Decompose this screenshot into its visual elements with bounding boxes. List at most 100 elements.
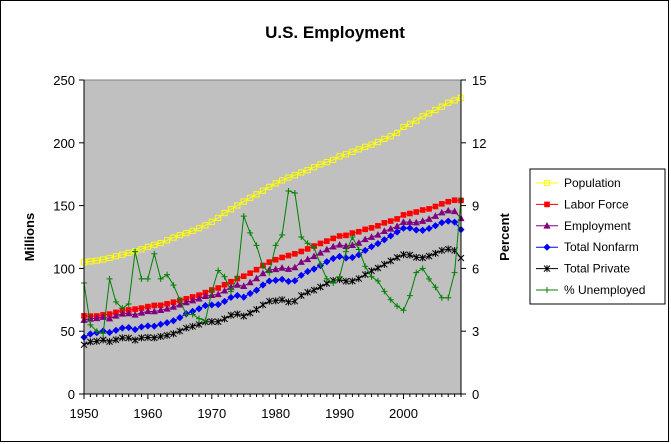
data-point-total-private xyxy=(374,264,382,272)
data-point-total-nonfarm xyxy=(419,226,427,234)
data-point-employment xyxy=(335,240,344,248)
data-point-total-private xyxy=(182,324,190,332)
data-point-total-private xyxy=(118,334,126,342)
legend-box xyxy=(529,168,666,305)
data-point-pct-unemployed xyxy=(183,311,190,318)
data-point-total-private xyxy=(87,338,94,346)
data-point-pct-unemployed xyxy=(119,305,126,312)
data-point-pct-unemployed xyxy=(406,292,413,299)
data-point-population xyxy=(240,198,247,205)
data-point-total-private xyxy=(412,253,420,261)
data-point-population xyxy=(438,103,445,110)
data-point-pct-unemployed xyxy=(279,231,286,238)
data-point-total-nonfarm xyxy=(150,322,158,330)
data-point-pct-unemployed xyxy=(368,273,375,280)
data-point-labor-force xyxy=(400,212,407,218)
data-point-population xyxy=(215,214,222,222)
data-point-pct-unemployed xyxy=(189,311,196,318)
data-point-population xyxy=(106,254,113,262)
data-point-total-private xyxy=(112,336,120,344)
data-point-employment xyxy=(419,217,427,224)
plot-area xyxy=(83,79,462,395)
data-point-total-nonfarm xyxy=(131,325,139,334)
data-point-pct-unemployed xyxy=(247,229,254,236)
series-employment xyxy=(80,206,465,323)
x-tick-label: 1990 xyxy=(325,406,354,421)
data-point-total-private xyxy=(278,296,286,304)
data-point-employment xyxy=(169,303,178,310)
data-point-population xyxy=(157,239,164,247)
data-point-population xyxy=(144,243,151,250)
data-point-total-nonfarm xyxy=(387,232,395,240)
data-point-population xyxy=(176,232,183,239)
data-point-population xyxy=(374,138,382,146)
data-point-labor-force xyxy=(362,226,368,233)
data-point-employment xyxy=(431,212,440,219)
data-point-total-nonfarm xyxy=(425,224,433,233)
data-point-population xyxy=(163,237,171,244)
data-point-labor-force xyxy=(285,252,292,259)
data-point-total-nonfarm xyxy=(118,324,126,332)
data-point-employment xyxy=(157,306,165,314)
series-layer xyxy=(80,94,465,349)
data-point-pct-unemployed xyxy=(100,330,107,337)
axes-layer: 0 50 100 150 200 250 0 3 6 9 12 15 1950 1960 1970 1980 1… xyxy=(53,73,486,421)
data-point-employment xyxy=(118,310,126,317)
data-point-total-private xyxy=(297,292,305,300)
data-point-employment xyxy=(451,207,459,215)
data-point-employment xyxy=(367,233,376,240)
data-point-pct-unemployed xyxy=(374,277,381,284)
data-point-population xyxy=(202,222,209,229)
data-point-total-nonfarm xyxy=(259,281,267,289)
data-point-employment xyxy=(208,291,216,298)
data-point-total-nonfarm xyxy=(342,254,350,262)
data-point-labor-force xyxy=(381,220,388,226)
data-point-pct-unemployed xyxy=(438,294,445,301)
data-point-total-nonfarm xyxy=(208,301,216,309)
data-point-employment xyxy=(144,307,152,315)
data-point-pct-unemployed xyxy=(317,261,324,268)
legend-label: Employment xyxy=(564,219,631,233)
data-point-total-nonfarm xyxy=(169,317,178,325)
data-point-employment xyxy=(195,294,203,302)
data-point-labor-force xyxy=(419,207,426,213)
data-point-total-nonfarm xyxy=(246,289,254,298)
data-point-pct-unemployed xyxy=(259,263,266,270)
y-tick-label-right: 3 xyxy=(472,324,479,339)
data-point-employment xyxy=(125,309,133,317)
data-point-labor-force xyxy=(426,206,432,212)
data-point-pct-unemployed xyxy=(157,275,164,282)
data-point-total-private xyxy=(163,331,171,339)
data-point-total-private xyxy=(240,312,248,320)
data-point-total-nonfarm xyxy=(105,328,114,337)
data-point-pct-unemployed xyxy=(138,275,145,282)
data-point-employment xyxy=(182,298,190,306)
data-point-employment xyxy=(163,305,171,312)
data-point-population xyxy=(394,129,401,137)
data-point-population xyxy=(368,141,375,148)
data-point-labor-force xyxy=(317,240,324,247)
data-point-pct-unemployed xyxy=(202,317,209,324)
data-point-population xyxy=(138,246,145,253)
legend-label: Total Private xyxy=(564,262,630,276)
data-point-total-private xyxy=(400,251,407,259)
data-point-employment xyxy=(201,292,210,299)
data-point-employment xyxy=(220,286,229,294)
data-point-total-private xyxy=(93,337,101,345)
data-point-employment xyxy=(240,282,248,290)
data-point-labor-force xyxy=(394,216,400,222)
data-point-population xyxy=(387,133,394,140)
data-point-total-nonfarm xyxy=(144,322,152,330)
data-point-employment xyxy=(93,314,101,322)
data-point-population xyxy=(432,106,439,114)
data-point-total-nonfarm xyxy=(380,236,388,244)
data-point-population xyxy=(125,249,132,257)
data-point-labor-force xyxy=(151,302,158,309)
data-point-pct-unemployed xyxy=(291,190,298,197)
data-point-population xyxy=(189,227,196,234)
data-point-employment xyxy=(297,258,305,265)
data-point-labor-force xyxy=(375,223,381,229)
data-point-employment xyxy=(425,215,433,222)
data-point-total-nonfarm xyxy=(451,218,459,226)
x-tick-label: 1980 xyxy=(261,406,290,421)
